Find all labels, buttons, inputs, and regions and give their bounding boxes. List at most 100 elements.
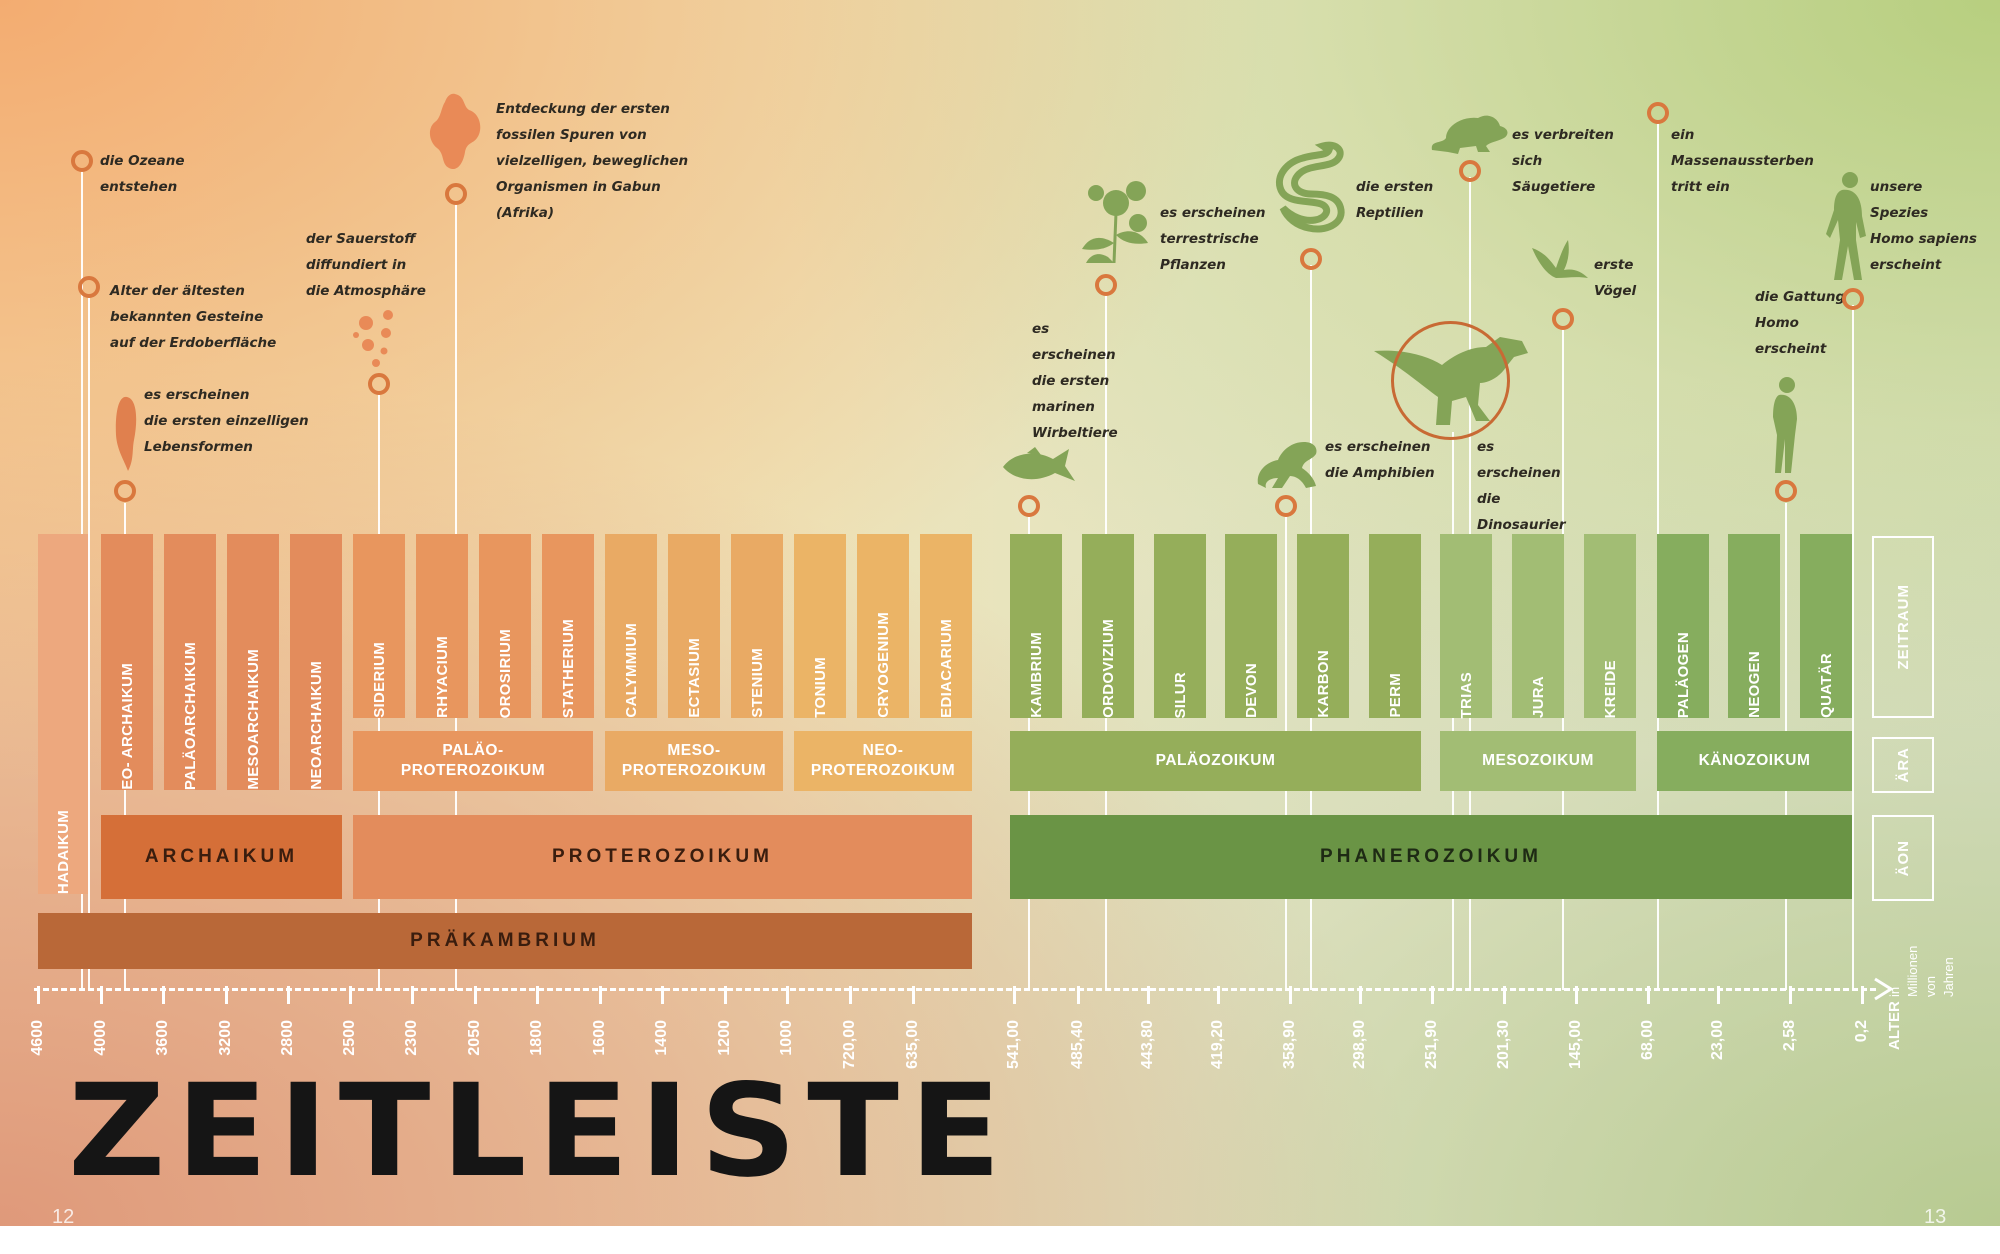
event-marker[interactable]: [1459, 160, 1481, 182]
page-title: ZEITLEISTE: [68, 1057, 1012, 1206]
event-marker[interactable]: [1552, 308, 1574, 330]
axis-tick: [661, 986, 664, 1004]
period-karbon[interactable]: KARBON: [1297, 534, 1349, 718]
axis-tick-label: 2,58: [1781, 1020, 1798, 1052]
event-marker[interactable]: [1300, 248, 1322, 270]
period-ordovizium[interactable]: ORDOVIZIUM: [1082, 534, 1134, 718]
axis-title: ALTER: [1886, 1001, 1903, 1050]
event-note: die Gattung Homo erscheint: [1755, 289, 1846, 357]
axis-tick: [1077, 986, 1080, 1004]
period-siderium[interactable]: SIDERIUM: [353, 534, 405, 718]
event-note: es verbreiten sich Säugetiere: [1512, 127, 1614, 195]
period-palaeogen[interactable]: PALÄOGEN: [1657, 534, 1709, 718]
fish-icon: [1003, 447, 1075, 481]
event-line: [1852, 305, 1854, 990]
axis-tick-label: 298,90: [1351, 1020, 1368, 1069]
period-hadaikum[interactable]: HADAIKUM: [38, 534, 88, 894]
axis-tick-label: 4600: [29, 1020, 46, 1056]
multicell-organism-icon: [429, 93, 481, 170]
event-marker[interactable]: [368, 373, 390, 395]
era-palaeoproterozoikum[interactable]: PALÄO- PROTEROZOIKUM: [353, 731, 593, 791]
era-mesoproterozoikum[interactable]: MESO- PROTEROZOIKUM: [605, 731, 783, 791]
axis-tick: [1789, 986, 1792, 1004]
era-neoproterozoikum[interactable]: NEO- PROTEROZOIKUM: [794, 731, 972, 791]
event-marker[interactable]: [1095, 274, 1117, 296]
event-marker[interactable]: [78, 276, 100, 298]
axis-tick: [1359, 986, 1362, 1004]
axis-tick-label: 443,80: [1139, 1020, 1156, 1069]
event-marker[interactable]: [1275, 495, 1297, 517]
event-marker[interactable]: [71, 150, 93, 172]
eon-phanerozoikum[interactable]: PHANEROZOIKUM: [1010, 815, 1852, 899]
period-cryogenium[interactable]: CRYOGENIUM: [857, 534, 909, 718]
time-axis-line: [34, 988, 1876, 991]
event-marker[interactable]: [1775, 480, 1797, 502]
period-ectasium[interactable]: ECTASIUM: [668, 534, 720, 718]
row-label-aera: ÄRA: [1872, 737, 1934, 793]
period-neogen[interactable]: NEOGEN: [1728, 534, 1780, 718]
axis-tick: [912, 986, 915, 1004]
axis-tick-label: 251,90: [1423, 1020, 1440, 1069]
axis-tick: [1575, 986, 1578, 1004]
axis-tick: [849, 986, 852, 1004]
period-kreide[interactable]: KREIDE: [1584, 534, 1636, 718]
period-stenium[interactable]: STENIUM: [731, 534, 783, 718]
bird-icon: [1532, 240, 1588, 278]
period-calymmium[interactable]: CALYMMIUM: [605, 534, 657, 718]
era-kaenozoikum[interactable]: KÄNOZOIKUM: [1657, 731, 1852, 791]
supereon-praekambrium[interactable]: PRÄKAMBRIUM: [38, 913, 972, 969]
mouse-icon: [1431, 115, 1508, 154]
period-orosirium[interactable]: OROSIRIUM: [479, 534, 531, 718]
event-marker[interactable]: [1018, 495, 1040, 517]
period-devon[interactable]: DEVON: [1225, 534, 1277, 718]
event-note: die ersten Reptilien: [1356, 179, 1434, 221]
period-perm[interactable]: PERM: [1369, 534, 1421, 718]
axis-tick: [536, 986, 539, 1004]
axis-tick-label: 485,40: [1069, 1020, 1086, 1069]
eon-archaikum[interactable]: ARCHAIKUM: [101, 815, 342, 899]
axis-tick: [1647, 986, 1650, 1004]
period-palaeoarchaikum[interactable]: PALÄOARCHAIKUM: [164, 534, 216, 790]
page-number-left: 12: [52, 1206, 75, 1226]
axis-tick: [287, 986, 290, 1004]
axis-tick: [411, 986, 414, 1004]
axis-subtitle: in Millionen von Jahren: [1887, 945, 1956, 998]
event-note: unsere Spezies Homo sapiens erscheint: [1870, 179, 1977, 273]
row-label-zeitraum: ZEITRAUM: [1872, 536, 1934, 718]
eon-proterozoikum[interactable]: PROTEROZOIKUM: [353, 815, 972, 899]
axis-tick: [474, 986, 477, 1004]
event-marker[interactable]: [114, 480, 136, 502]
event-line: [88, 298, 90, 990]
era-mesozoikum[interactable]: MESOZOIKUM: [1440, 731, 1636, 791]
event-marker[interactable]: [445, 183, 467, 205]
axis-label: ALTER in Millionen von Jahren: [1886, 940, 1956, 1050]
period-quataer[interactable]: QUATÄR: [1800, 534, 1852, 718]
axis-tick: [100, 986, 103, 1004]
period-trias[interactable]: TRIAS: [1440, 534, 1492, 718]
page-number-right: 13: [1924, 1206, 1947, 1226]
period-rhyacium[interactable]: RHYACIUM: [416, 534, 468, 718]
period-silur[interactable]: SILUR: [1154, 534, 1206, 718]
axis-tick-label: 0,2: [1853, 1020, 1870, 1043]
period-mesoarchaikum[interactable]: MESOARCHAIKUM: [227, 534, 279, 790]
period-tonium[interactable]: TONIUM: [794, 534, 846, 718]
period-ediacarium[interactable]: EDIACARIUM: [920, 534, 972, 718]
homo-sapiens-icon: [1826, 172, 1866, 280]
timeline-page: die Ozeane entstehen Alter der ältesten …: [0, 0, 2000, 1226]
axis-tick: [225, 986, 228, 1004]
period-statherium[interactable]: STATHERIUM: [542, 534, 594, 718]
axis-tick: [1147, 986, 1150, 1004]
event-note: es erscheinen die ersten einzelligen Leb…: [144, 387, 309, 455]
single-cell-icon: [115, 396, 137, 471]
era-palaeozoikum[interactable]: PALÄOZOIKUM: [1010, 731, 1421, 791]
period-jura[interactable]: JURA: [1512, 534, 1564, 718]
event-marker[interactable]: [1842, 288, 1864, 310]
period-kambrium[interactable]: KAMBRIUM: [1010, 534, 1062, 718]
period-eoarchaikum[interactable]: EO- ARCHAIKUM: [101, 534, 153, 790]
event-marker[interactable]: [1647, 102, 1669, 124]
period-neoarchaikum[interactable]: NEOARCHAIKUM: [290, 534, 342, 790]
axis-tick-label: 145,00: [1567, 1020, 1584, 1069]
axis-arrow-icon: [1874, 977, 1894, 1001]
event-note: die Ozeane entstehen: [100, 153, 185, 195]
plant-icon: [1082, 181, 1148, 264]
